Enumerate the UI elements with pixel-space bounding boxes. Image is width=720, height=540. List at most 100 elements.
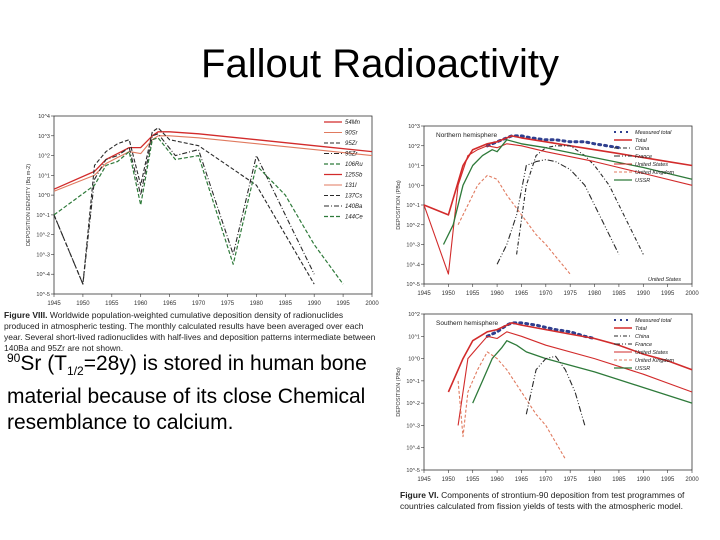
- x-tick-label: 1980: [250, 301, 264, 307]
- legend-entry: 54Mn: [345, 120, 361, 126]
- x-tick-label: 1950: [76, 301, 90, 307]
- y-tick-label: 10^1: [408, 334, 420, 340]
- legend-entry: France: [635, 342, 652, 348]
- x-tick-label: 1975: [221, 301, 235, 307]
- x-tick-label: 1965: [515, 477, 529, 483]
- y-tick-label: 10^-3: [36, 252, 50, 258]
- x-tick-label: 2000: [685, 291, 699, 297]
- annotation-label: United States: [648, 277, 681, 283]
- body-text: 90Sr (T1/2=28y) is stored in human bone …: [7, 345, 377, 436]
- legend-entry: 95Zr: [345, 152, 358, 158]
- legend-entry: Total: [635, 138, 648, 144]
- legend-entry: United States: [635, 350, 668, 356]
- y-tick-label: 10^-1: [406, 379, 420, 385]
- half-life-subscript: 1/2: [67, 364, 84, 379]
- figure-viii-text: Worldwide population-weighted cumulative…: [4, 310, 376, 353]
- legend-entry: 106Ru: [345, 162, 363, 168]
- x-tick-label: 1980: [588, 291, 602, 297]
- figure-vi-label: Figure VI.: [400, 490, 439, 500]
- y-tick-label: 10^-4: [406, 262, 420, 268]
- series-line: [53, 127, 315, 285]
- chart-southern-hemisphere: 1945 1950 1955 1960 1965 1970 1975 1980 1985 1990…: [396, 312, 699, 483]
- y-tick-label: 10^0: [408, 183, 420, 189]
- x-tick-label: 1955: [466, 477, 480, 483]
- y-tick-label: 10^2: [38, 154, 50, 160]
- y-tick-label: 10^-5: [36, 292, 50, 298]
- chart-radionuclide-deposition: 1945 1950 1955 1960 1965 1970 1975 1980 1985 1990…: [26, 114, 379, 307]
- x-tick-label: 1980: [588, 477, 602, 483]
- series-line: [53, 133, 315, 285]
- legend-entry: United Kingdom: [635, 170, 675, 176]
- x-tick-label: 2000: [365, 301, 379, 307]
- x-tick-label: 1990: [308, 301, 322, 307]
- x-tick-label: 1990: [637, 477, 651, 483]
- y-tick-label: 10^-3: [406, 423, 420, 429]
- series-line: [457, 331, 693, 426]
- figure-vi-text: Components of strontium-90 deposition fr…: [400, 490, 685, 511]
- x-tick-label: 1960: [134, 301, 148, 307]
- x-tick-label: 1985: [612, 291, 626, 297]
- x-tick-label: 1970: [539, 477, 553, 483]
- x-tick-label: 1955: [105, 301, 119, 307]
- x-tick-label: 2000: [685, 477, 699, 483]
- legend-entry: 131I: [345, 183, 357, 189]
- y-tick-label: 10^-3: [406, 243, 420, 249]
- y-tick-label: 10^-1: [36, 213, 50, 219]
- y-tick-label: 10^-4: [36, 272, 50, 278]
- legend-entry: 90Sr: [345, 131, 359, 137]
- legend-entry: 137Cs: [345, 194, 362, 200]
- x-tick-label: 1995: [336, 301, 350, 307]
- x-tick-label: 1990: [637, 291, 651, 297]
- x-tick-label: 1970: [539, 291, 553, 297]
- x-tick-label: 1985: [279, 301, 293, 307]
- x-tick-label: 1950: [442, 477, 456, 483]
- series-line: [423, 143, 693, 275]
- y-tick-label: 10^-2: [406, 223, 420, 229]
- legend-entry: 125Sb: [345, 173, 363, 179]
- y-tick-label: 10^-4: [406, 446, 420, 452]
- y-tick-label: 10^-5: [406, 468, 420, 474]
- y-axis-label: DEPOSITION (PBq): [396, 367, 402, 417]
- legend-entry: 140Ba: [345, 204, 363, 210]
- legend-entry: 95Zr: [345, 141, 358, 147]
- y-tick-label: 10^-2: [406, 401, 420, 407]
- series-line: [496, 159, 620, 265]
- y-tick-label: 10^-2: [36, 233, 50, 239]
- x-tick-label: 1985: [612, 477, 626, 483]
- legend-entry: Measured total: [635, 130, 672, 136]
- y-axis-label: DEPOSITION (PBq): [396, 180, 402, 230]
- x-tick-label: 1965: [163, 301, 177, 307]
- y-tick-label: 10^1: [38, 173, 50, 179]
- isotope-number: 90: [7, 351, 21, 365]
- y-tick-label: 10^-5: [406, 282, 420, 288]
- x-tick-label: 1960: [490, 291, 504, 297]
- x-tick-label: 1965: [515, 291, 529, 297]
- legend-entry: USSR: [635, 366, 650, 372]
- x-tick-label: 1960: [490, 477, 504, 483]
- slide-title: Fallout Radioactivity: [201, 42, 559, 86]
- series-line: [472, 340, 693, 404]
- x-tick-label: 1970: [192, 301, 206, 307]
- y-tick-label: 10^0: [408, 357, 420, 363]
- legend-entry: China: [635, 146, 649, 152]
- figure-viii-caption: Figure VIII. Worldwide population-weight…: [4, 310, 376, 354]
- series-line: [53, 137, 344, 285]
- legend-entry: Total: [635, 326, 648, 332]
- series-line: [442, 139, 693, 245]
- x-tick-label: 1995: [661, 291, 675, 297]
- legend-entry: France: [635, 154, 652, 160]
- plot-frame: [423, 313, 693, 471]
- figure-viii-label: Figure VIII.: [4, 310, 48, 320]
- x-tick-label: 1950: [442, 291, 456, 297]
- series-line: [457, 351, 566, 460]
- series-line: [525, 355, 586, 426]
- y-axis-label: DEPOSITION DENSITY (Bq m-2): [26, 164, 32, 246]
- y-tick-label: 10^0: [38, 193, 50, 199]
- x-tick-label: 1955: [466, 291, 480, 297]
- plot-frame: [423, 125, 693, 285]
- legend-entry: 144Ce: [345, 215, 363, 221]
- body-part2: =28y) is stored in human bone material b…: [7, 352, 367, 435]
- x-tick-label: 1945: [417, 291, 431, 297]
- series-line: [53, 135, 373, 192]
- y-tick-label: 10^1: [408, 164, 420, 170]
